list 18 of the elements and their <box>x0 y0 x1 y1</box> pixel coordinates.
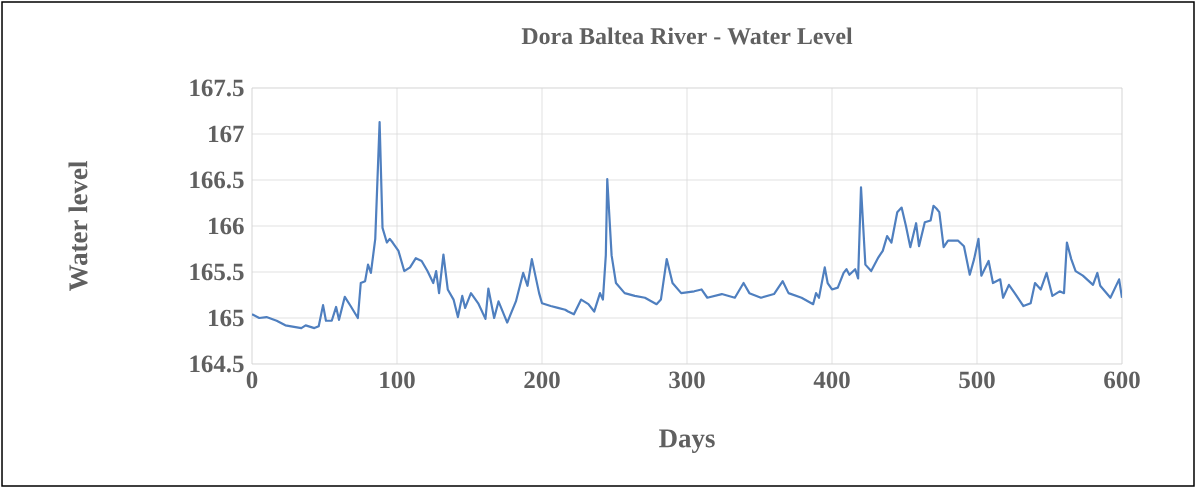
y-axis-title: Water level <box>68 161 88 291</box>
chart-title: Dora Baltea River - Water Level <box>521 27 853 45</box>
x-tick-label: 500 <box>959 371 995 389</box>
x-tick-label: 0 <box>246 371 258 389</box>
x-tick-label: 200 <box>524 371 560 389</box>
y-tick-label: 166 <box>209 217 244 235</box>
y-tick-label: 167.5 <box>190 79 244 97</box>
y-tick-label: 165.5 <box>190 263 244 281</box>
x-tick-label: 300 <box>669 371 705 389</box>
x-tick-label: 100 <box>380 371 415 389</box>
line-series <box>252 120 1123 330</box>
y-tick-label: 167 <box>209 125 244 143</box>
x-tick-label: 400 <box>813 371 850 389</box>
x-axis-title: Days <box>659 429 715 453</box>
y-tick-label: 164.5 <box>190 355 244 373</box>
y-tick-label: 166.5 <box>190 171 244 189</box>
x-tick-label: 600 <box>1104 371 1140 389</box>
y-tick-label: 165 <box>209 309 244 327</box>
